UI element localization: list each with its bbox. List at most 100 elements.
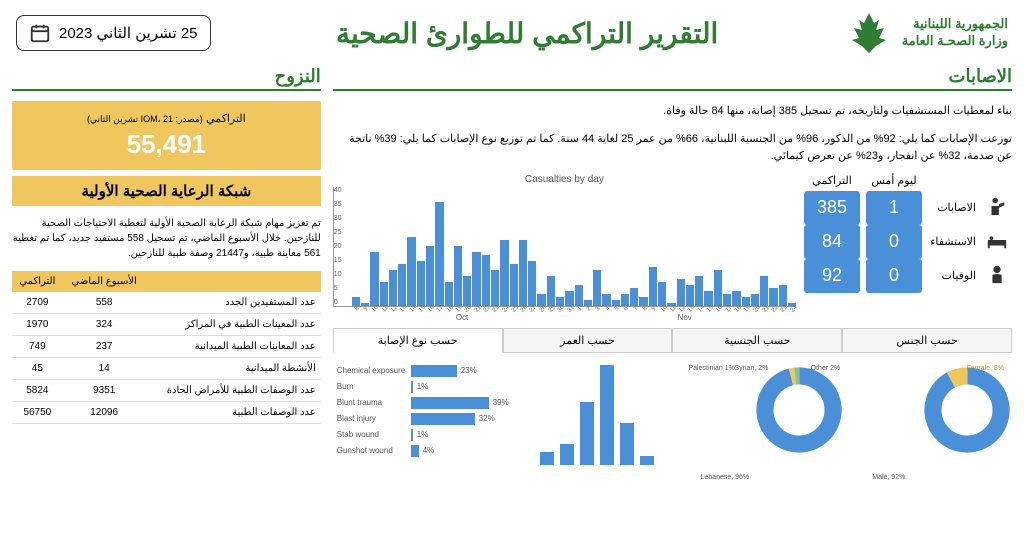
phc-desc: تم تعزيز مهام شبكة الرعاية الصحية الأولي… bbox=[12, 212, 321, 265]
stat-yesterday: 0 bbox=[866, 225, 922, 259]
age-bar bbox=[580, 402, 594, 465]
stat-yesterday: 1 bbox=[866, 191, 922, 225]
injuries-desc2: توزعت الإصابات كما يلي: 92% من الذكور، 9… bbox=[333, 129, 1012, 168]
stat-label: الاستشفاء bbox=[928, 235, 976, 248]
stat-row: الاستشفاء 0 84 bbox=[804, 225, 1012, 259]
date-text: 25 تشرين الثاني 2023 bbox=[59, 24, 198, 42]
stat-cumulative: 84 bbox=[804, 225, 860, 259]
injury-type-row: Chemical exposure23% bbox=[337, 365, 509, 377]
daily-bar bbox=[528, 261, 536, 306]
female-label: Female, 8% bbox=[967, 365, 1004, 372]
daily-bar bbox=[463, 276, 471, 306]
daily-bar bbox=[677, 279, 685, 306]
daily-bar bbox=[519, 240, 527, 305]
leb-label: Lebanese, 96% bbox=[701, 474, 750, 481]
disp-value: 55,491 bbox=[22, 129, 311, 160]
daily-bar bbox=[426, 246, 434, 306]
death-icon bbox=[982, 263, 1012, 288]
daily-bar bbox=[760, 276, 768, 306]
phc-row: عدد المعينات الطبية في المراكز3241970 bbox=[12, 314, 321, 336]
stat-cumulative: 92 bbox=[804, 259, 860, 293]
phc-row: عدد المستفيدين الجدد5582709 bbox=[12, 292, 321, 314]
injury-type-row: Blunt trauma39% bbox=[337, 397, 509, 409]
phc-header: التراكمي bbox=[12, 271, 63, 292]
logo-block: الجمهورية اللبنانية وزارة الصحـة العامة bbox=[844, 8, 1008, 58]
male-label: Male, 92% bbox=[872, 474, 905, 481]
tabs: حسب الجنسحسب الجنسيةحسب العمرحسب نوع الإ… bbox=[333, 328, 1012, 353]
phc-row: عدد المعاينات الطبية الميدانية237749 bbox=[12, 336, 321, 358]
displacement-title: النزوح bbox=[12, 66, 321, 91]
age-bar bbox=[540, 452, 554, 465]
daily-bar bbox=[769, 288, 777, 306]
injuries-title: الاصابات bbox=[333, 66, 1012, 91]
stat-yesterday: 0 bbox=[866, 259, 922, 293]
daily-bar bbox=[435, 202, 443, 306]
stat-label: الوفيات bbox=[928, 269, 976, 282]
daily-bar bbox=[398, 264, 406, 306]
header: الجمهورية اللبنانية وزارة الصحـة العامة … bbox=[0, 0, 1024, 66]
calendar-icon bbox=[29, 22, 51, 44]
phc-header: الأسبوع الماضي bbox=[63, 271, 146, 292]
header-cumulative: التراكمي bbox=[804, 174, 860, 187]
daily-bar bbox=[389, 270, 397, 306]
age-bar bbox=[620, 423, 634, 465]
phc-header bbox=[146, 271, 321, 292]
phc-row: عدد الوصفات الطبية1209656750 bbox=[12, 402, 321, 424]
daily-bar bbox=[779, 285, 787, 306]
daily-bar bbox=[547, 276, 555, 306]
phc-row: عدد الوصفات الطبية للأمراض الحادة9351582… bbox=[12, 380, 321, 402]
daily-bar bbox=[491, 270, 499, 306]
daily-bar bbox=[593, 270, 601, 306]
daily-bar bbox=[695, 276, 703, 306]
injuries-desc1: بناء لمعطيات المستشفيات ولتاريخه، تم تسج… bbox=[333, 101, 1012, 123]
pal-label: Palestinian 1% bbox=[689, 365, 735, 372]
injury-type-row: Burn1% bbox=[337, 381, 509, 393]
daily-bar bbox=[575, 285, 583, 306]
syr-label: Syrian, 2% bbox=[735, 365, 769, 372]
daily-bar bbox=[510, 264, 518, 306]
daily-bar bbox=[482, 255, 490, 306]
oth-label: Other 2% bbox=[811, 365, 841, 372]
stat-row: الوفيات 0 92 bbox=[804, 259, 1012, 293]
daily-bar bbox=[630, 288, 638, 306]
injury-type-row: Blast injury32% bbox=[337, 413, 509, 425]
daily-bar bbox=[445, 282, 453, 306]
tab[interactable]: حسب الجنس bbox=[842, 328, 1012, 352]
page-title: التقرير التراكمي للطوارئ الصحية bbox=[223, 17, 832, 50]
daily-bar bbox=[686, 285, 694, 306]
disp-source: (مصدر: IOM، 21 تشرين الثاني) bbox=[87, 114, 203, 124]
gender-donut: Male, 92% Female, 8% bbox=[852, 365, 1012, 485]
age-bar bbox=[640, 456, 654, 464]
tab[interactable]: حسب نوع الإصابة bbox=[333, 328, 503, 353]
daily-bar bbox=[454, 246, 462, 306]
injury-type-row: Gunshot wound4% bbox=[337, 445, 509, 457]
stat-cumulative: 385 bbox=[804, 191, 860, 225]
displacement-box: التراكمي (مصدر: IOM، 21 تشرين الثاني) 55… bbox=[12, 101, 321, 170]
daily-bar bbox=[500, 240, 508, 305]
age-bar bbox=[600, 365, 614, 465]
stats-block: ليوم أمس التراكمي الاصابات 1 385 الاستشف… bbox=[804, 174, 1012, 293]
phc-row: الأنشطة الميدانية1445 bbox=[12, 358, 321, 380]
gov-line2: وزارة الصحـة العامة bbox=[902, 33, 1008, 50]
tab[interactable]: حسب الجنسية bbox=[672, 328, 842, 352]
stat-row: الاصابات 1 385 bbox=[804, 191, 1012, 225]
chart-title: Casualties by day bbox=[333, 174, 796, 185]
injury-type-row: Stab wound1% bbox=[337, 429, 509, 441]
daily-bar bbox=[658, 282, 666, 306]
disp-label: التراكمي bbox=[206, 113, 246, 125]
tab[interactable]: حسب العمر bbox=[503, 328, 673, 352]
daily-bar bbox=[370, 252, 378, 306]
injury-type-chart: Chemical exposure23% Burn1% Blunt trauma39… bbox=[333, 365, 509, 485]
age-chart bbox=[517, 365, 677, 485]
daily-bar bbox=[472, 252, 480, 306]
phc-title: شبكة الرعاية الصحية الأولية bbox=[12, 176, 321, 206]
daily-bar bbox=[714, 270, 722, 306]
injured-icon bbox=[982, 195, 1012, 220]
stat-label: الاصابات bbox=[928, 201, 976, 214]
gov-line1: الجمهورية اللبنانية bbox=[902, 16, 1008, 33]
phc-table: الأسبوع الماضيالتراكمي عدد المستفيدين ال… bbox=[12, 271, 321, 424]
bed-icon bbox=[982, 229, 1012, 254]
daily-bar bbox=[649, 267, 657, 306]
casualties-chart: Casualties by day 0510152025303540 89101… bbox=[333, 174, 796, 322]
nationality-donut: Lebanese, 96% Palestinian 1% Syrian, 2% … bbox=[685, 365, 845, 485]
